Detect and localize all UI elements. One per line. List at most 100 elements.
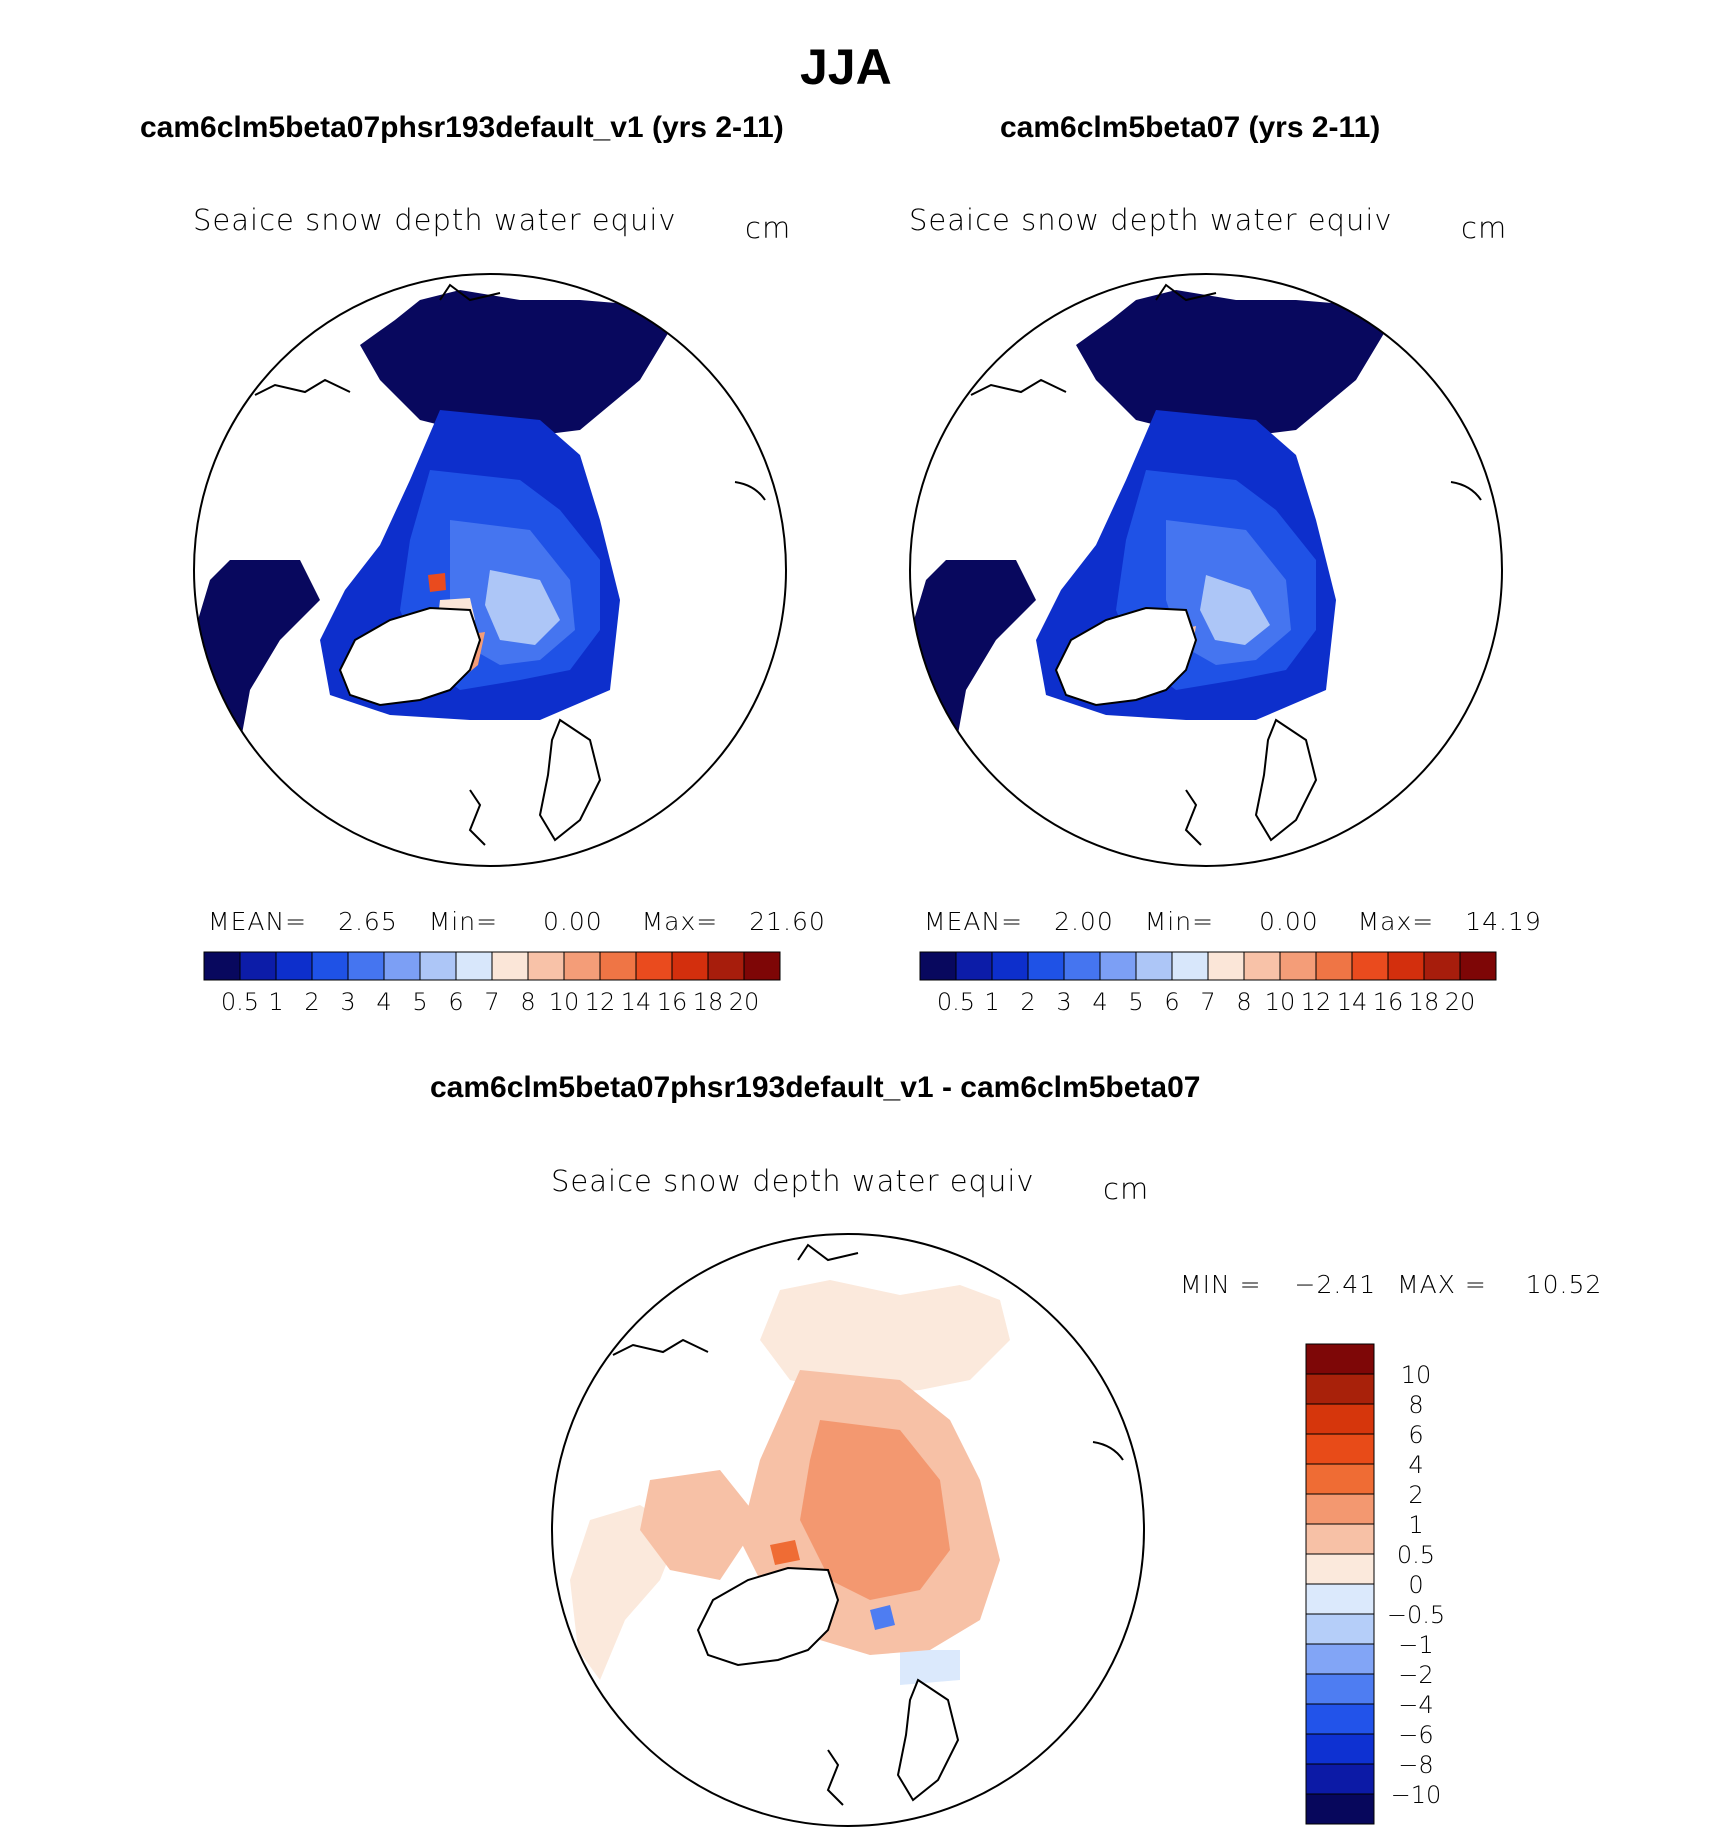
colorbar-1-swatch-7	[455, 951, 493, 981]
colorbar-1-tick-label: 3	[340, 988, 355, 1016]
colorbar-3-tick-label: −6	[1398, 1721, 1433, 1749]
colorbar-1-tick-label: 12	[585, 988, 616, 1016]
colorbar-1-tick-label: 16	[657, 988, 688, 1016]
colorbar-3-tick-label: 2	[1408, 1481, 1423, 1509]
colorbar-1-swatch-5	[383, 951, 421, 981]
colorbar-2-swatch-8	[1207, 951, 1245, 981]
colorbar-1-swatch-4	[347, 951, 385, 981]
colorbar-2-tick-label: 3	[1056, 988, 1071, 1016]
colorbar-2: 0.5 1 2 3 4 5 6 7 8 10 12 14 16 18 20	[919, 951, 1497, 1016]
colorbar-2-swatch-11	[1315, 951, 1353, 981]
panel1-mean-label: MEAN=	[208, 907, 308, 936]
map2-field	[914, 290, 1386, 842]
colorbar-3-tick-label: 8	[1408, 1391, 1423, 1419]
map2-land-scandinavia	[1254, 718, 1318, 842]
panel3-stats: MIN = −2.41 MAX = 10.52	[1180, 1270, 1602, 1299]
colorbar-1-tick-label: 7	[484, 988, 499, 1016]
colorbar-3-tick-label: −0.5	[1387, 1601, 1445, 1629]
panel1-title: cam6clm5beta07phsr193default_v1 (yrs 2-1…	[140, 111, 784, 144]
colorbar-2-tick-label: 14	[1337, 988, 1368, 1016]
panel3-max-label: MAX =	[1397, 1270, 1487, 1299]
map2-greenland	[1054, 606, 1198, 707]
colorbar-2-tick-label: 8	[1236, 988, 1251, 1016]
colorbar-1-swatch-14	[707, 951, 745, 981]
panel2-title: cam6clm5beta07 (yrs 2-11)	[1000, 111, 1381, 144]
colorbar-1-swatch-12	[635, 951, 673, 981]
panel2-min-value: 0.00	[1258, 907, 1319, 936]
colorbar-3-swatch-10	[1305, 1643, 1375, 1675]
colorbar-1-tick-label: 18	[693, 988, 724, 1016]
colorbar-3-tick-label: 4	[1408, 1451, 1423, 1479]
colorbar-3-swatch-8	[1305, 1583, 1375, 1615]
colorbar-2-tick-label: 20	[1445, 988, 1476, 1016]
colorbar-3-tick-label: 0	[1408, 1571, 1423, 1599]
map3-band-2	[800, 1420, 950, 1600]
colorbar-1-swatch-2	[275, 951, 313, 981]
map1-boundary	[193, 273, 787, 867]
colorbar-2-swatch-10	[1279, 951, 1317, 981]
panel1-units: cm	[745, 211, 792, 245]
colorbar-3-swatch-14	[1305, 1763, 1375, 1795]
colorbar-2-tick-label: 12	[1301, 988, 1332, 1016]
colorbar-3-tick-label: 6	[1408, 1421, 1423, 1449]
panel1-max-label: Max=	[641, 907, 719, 936]
colorbar-2-tick-label: 16	[1373, 988, 1404, 1016]
colorbar-2-tick-label: 4	[1092, 988, 1107, 1016]
colorbar-3-tick-label: 0.5	[1397, 1541, 1435, 1569]
colorbar-3-swatch-1	[1305, 1373, 1375, 1405]
panel1-variable: Seaice snow depth water equiv	[193, 203, 677, 237]
colorbar-2-swatch-13	[1387, 951, 1425, 981]
map3-greenland	[696, 1566, 840, 1667]
colorbar-1-tick-label: 4	[376, 988, 391, 1016]
map3-land-scandinavia	[896, 1678, 960, 1802]
map2-coastlines	[970, 283, 1482, 846]
panel2-max-label: Max=	[1357, 907, 1435, 936]
panel3-min-value: −2.41	[1294, 1270, 1377, 1299]
panel2-mean-value: 2.00	[1054, 907, 1114, 936]
colorbar-2-swatch-15	[1459, 951, 1497, 981]
colorbar-1-tick-label: 0.5	[221, 988, 259, 1016]
colorbar-3-tick-label: −10	[1391, 1781, 1442, 1809]
colorbar-2-swatch-4	[1063, 951, 1101, 981]
colorbar-3-swatch-2	[1305, 1403, 1375, 1435]
panel3-max-value: 10.52	[1525, 1270, 1603, 1299]
colorbar-2-tick-label: 18	[1409, 988, 1440, 1016]
colorbar-3-tick-label: −2	[1398, 1661, 1433, 1689]
colorbar-3-tick-label: −4	[1398, 1691, 1433, 1719]
colorbar-1-swatch-13	[671, 951, 709, 981]
colorbar-3-swatch-4	[1305, 1463, 1375, 1495]
map1-field	[198, 290, 670, 842]
colorbar-2-tick-label: 5	[1128, 988, 1143, 1016]
panel2-variable: Seaice snow depth water equiv	[909, 203, 1393, 237]
colorbar-3-swatch-12	[1305, 1703, 1375, 1735]
colorbar-1-swatch-9	[527, 951, 565, 981]
map3	[551, 1233, 1145, 1827]
colorbar-1-tick-label: 1	[268, 988, 283, 1016]
colorbar-3-swatch-7	[1305, 1553, 1375, 1585]
colorbar-1-tick-label: 14	[621, 988, 652, 1016]
panel3-title: cam6clm5beta07phsr193default_v1 - cam6cl…	[430, 1071, 1201, 1104]
panel3-variable: Seaice snow depth water equiv	[551, 1164, 1035, 1198]
colorbar-1-tick-label: 8	[520, 988, 535, 1016]
colorbar-3-tick-label: 10	[1401, 1361, 1432, 1389]
panel3-min-label: MIN =	[1180, 1270, 1262, 1299]
map1-land-scandinavia	[538, 718, 602, 842]
colorbar-3-swatch-9	[1305, 1613, 1375, 1645]
map2-boundary	[909, 273, 1503, 867]
map3-boundary	[551, 1233, 1145, 1827]
colorbar-1-swatch-15	[743, 951, 781, 981]
colorbar-1-swatch-0	[203, 951, 241, 981]
colorbar-1-tick-label: 10	[549, 988, 580, 1016]
colorbar-3-tick-label: 1	[1408, 1511, 1423, 1539]
panel1-min-value: 0.00	[542, 907, 603, 936]
colorbar-1-swatch-11	[599, 951, 637, 981]
colorbar-1: 0.5 1 2 3 4 5 6 7 8 10 12 14 16 18 20	[203, 951, 781, 1016]
panel2-stats: MEAN= 2.00 Min= 0.00 Max= 14.19	[924, 907, 1542, 936]
map3-band-4	[770, 1540, 800, 1565]
colorbar-3-swatch-6	[1305, 1523, 1375, 1555]
map1-coastlines	[254, 283, 766, 846]
colorbar-3-swatch-5	[1305, 1493, 1375, 1525]
map1-greenland	[338, 606, 482, 707]
